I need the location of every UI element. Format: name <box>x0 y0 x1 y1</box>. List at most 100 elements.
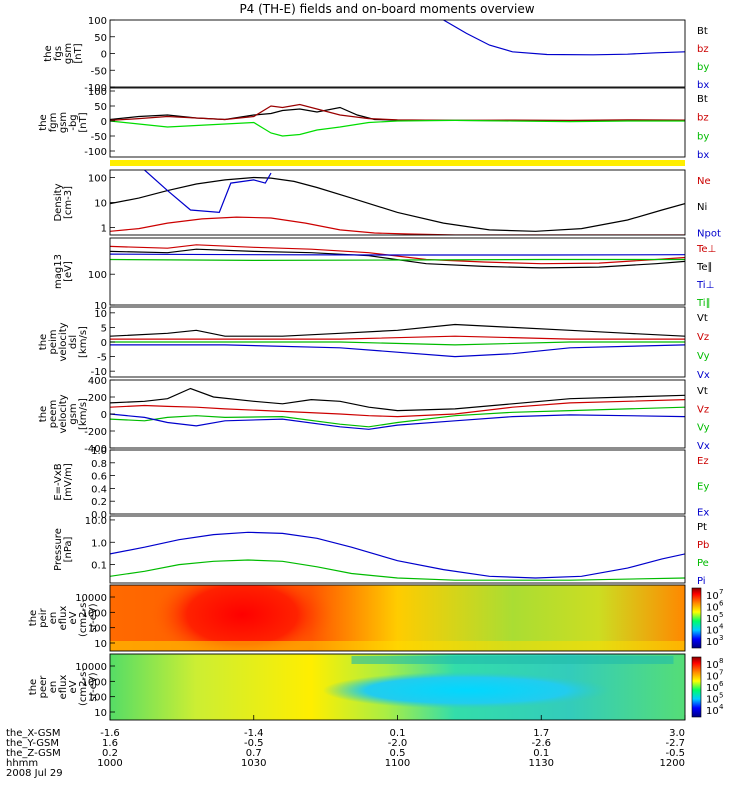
legend-label: Vz <box>697 404 709 415</box>
panel-pressure: 10.0 1.0 0.1 Pt Pb Pe Pi Pressure [nPa] <box>53 515 709 587</box>
y-tick-label: 50 <box>94 33 107 44</box>
x-row-label: the_X-GSM <box>6 728 60 739</box>
panel-temperature: 100 10 Te⊥ Te∥ Ti⊥ Ti∥ mag13 [eV] <box>53 237 716 312</box>
x-tick-label: 1.7 <box>533 728 549 739</box>
colorbar-tick-exponent: 3 <box>719 634 723 642</box>
series-Vy-line <box>110 406 685 428</box>
y-axis-label: E=-VxB [mV/m] <box>53 463 74 501</box>
legend-label: by <box>697 62 709 73</box>
legend-label: Vt <box>697 313 708 324</box>
y-axis-label-line: peim <box>48 329 59 354</box>
series-Vx-line <box>110 344 685 358</box>
y-axis-label-line: the <box>28 610 39 626</box>
panel-frame <box>109 169 686 236</box>
series-Te⊥-line <box>110 244 685 265</box>
y-axis-label-line: velocity <box>58 394 69 433</box>
series-Ti⊥-line <box>110 253 685 256</box>
legend-label: Npot <box>697 228 721 239</box>
y-tick-label: -100 <box>84 147 107 158</box>
legend-label: Ey <box>697 482 709 493</box>
y-axis-label-line: peir <box>38 607 49 627</box>
legend-label: Vx <box>697 370 710 381</box>
y-tick-label: -5 <box>97 353 107 364</box>
y-tick-label: 1000 <box>82 608 107 619</box>
x-row-label: the_Z-GSM <box>6 748 61 759</box>
colorbar-tick-label: 10 <box>706 614 719 625</box>
y-axis-label-line: the <box>28 679 39 695</box>
y-axis-label-line: fgm <box>48 113 59 133</box>
colorbar <box>691 656 702 718</box>
y-axis-label-line: the <box>38 334 49 350</box>
panel-fgm: 100 50 0 -50 -100 Bt bz by bx the fgm gsm -bg [nT] <box>38 87 709 161</box>
y-tick-label: 1 <box>101 223 107 234</box>
y-axis-label-line: sr-eV) <box>88 603 99 632</box>
x-tick-label: 1100 <box>385 758 410 769</box>
x-tick-label: -0.5 <box>665 748 685 759</box>
y-axis-label-line: eflux <box>58 606 69 631</box>
colorbar-tick-exponent: 5 <box>719 692 723 700</box>
y-tick-label: 1.0 <box>91 446 107 457</box>
legend-label: Vz <box>697 332 709 343</box>
x-tick-label: -2.6 <box>531 738 551 749</box>
x-tick-label: -2.0 <box>388 738 408 749</box>
x-tick-label: 0.2 <box>102 748 118 759</box>
series-bx-line <box>443 20 685 56</box>
colorbar-tick-exponent: 5 <box>719 611 723 619</box>
y-tick-label: 10000 <box>75 593 107 604</box>
y-axis-label-line: eflux <box>58 675 69 700</box>
y-tick-label: 10 <box>94 708 107 719</box>
y-tick-label: 0 <box>101 117 107 128</box>
y-tick-label: 200 <box>88 393 107 404</box>
y-tick-label: 400 <box>88 376 107 387</box>
y-axis-label-line: sr-eV) <box>88 672 99 701</box>
y-axis-label-line: [km/s] <box>78 326 89 358</box>
y-axis-label-line: (cm2-s- <box>78 668 89 706</box>
y-axis-label: Density [cm-3] <box>53 183 74 221</box>
y-tick-label: 100 <box>88 174 107 185</box>
panel-frame <box>109 87 686 158</box>
y-axis-label-line: -bg <box>68 114 79 130</box>
y-axis-label-line: the <box>38 406 49 422</box>
series-bz-line <box>110 103 685 122</box>
panel-peim: 10 5 0 -5 -10 Vt Vz Vy Vx the peim velocity dsl [km/s… <box>38 306 710 381</box>
series-Vx-line <box>110 413 685 430</box>
legend-label: Ti⊥ <box>696 280 714 291</box>
legend-label: Vt <box>697 386 708 397</box>
x-row-label: the_Y-GSM <box>6 738 59 749</box>
x-tick-label: 1130 <box>529 758 554 769</box>
x-tick-label: 1.6 <box>102 738 118 749</box>
y-axis-label-line: E=-VxB <box>53 463 64 500</box>
panel-frame <box>109 584 686 652</box>
y-axis-label-line: [mV/m] <box>63 463 74 501</box>
y-tick-label: 0 <box>101 338 107 349</box>
y-tick-label: 100 <box>88 16 107 27</box>
y-axis-label-line: [km/s] <box>78 398 89 430</box>
y-axis-label: the peer en eflux eV (cm2-s-sr-eV) <box>28 668 99 706</box>
x-tick-label: -1.6 <box>100 728 120 739</box>
y-tick-label: -100 <box>84 83 107 94</box>
flag-bar <box>110 160 685 166</box>
y-axis-label-line: en <box>48 612 59 625</box>
y-tick-label: 10.0 <box>85 516 107 527</box>
legend-label: Bt <box>697 94 708 105</box>
colorbar-tick-label: 10 <box>706 603 719 614</box>
y-tick-label: 50 <box>94 102 107 113</box>
colorbar-tick-label: 10 <box>706 695 719 706</box>
legend-label: Bt <box>697 26 708 37</box>
y-axis-label-line: gsm <box>63 43 74 64</box>
y-tick-label: 100 <box>88 624 107 635</box>
colorbar-tick-exponent: 7 <box>719 669 723 677</box>
y-tick-label: 0 <box>101 50 107 61</box>
legend-label: Ni <box>697 202 707 213</box>
legend-label: Ex <box>697 507 709 518</box>
y-tick-label: -200 <box>84 427 107 438</box>
series-Ni-line <box>110 176 685 232</box>
y-axis-label-line: [cm-3] <box>63 186 74 219</box>
x-tick-label: 3.0 <box>669 728 685 739</box>
colorbar <box>691 587 702 649</box>
legend-label: Vx <box>697 441 710 452</box>
panel-fgs: 100 50 0 -50 -100 Bt bz by bx the fgs gsm [nT] <box>43 16 709 94</box>
y-axis-label-line: dsl <box>68 335 79 349</box>
